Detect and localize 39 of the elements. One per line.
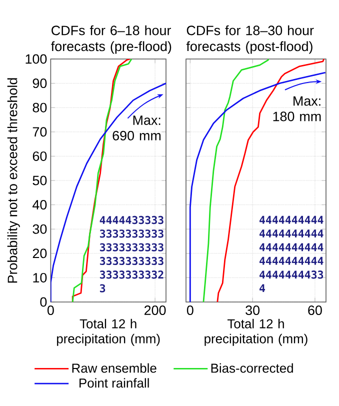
annotation: 4444444444 bbox=[259, 230, 324, 238]
legend-label: Point rainfall bbox=[79, 378, 149, 388]
y-tick-label: 80 bbox=[32, 102, 46, 112]
annotation: 4 bbox=[259, 284, 265, 292]
x-tick-label: 0 bbox=[47, 306, 54, 316]
annotation: 4444444433 bbox=[259, 270, 323, 279]
annotation: 3333333332 bbox=[100, 270, 164, 279]
y-tick-label: 0 bbox=[40, 297, 46, 307]
x-axis-title: Total 12 h precipitation (mm) bbox=[204, 318, 308, 346]
x-axis-title: Total 12 h precipitation (mm) bbox=[56, 318, 160, 346]
y-tick-label: 100 bbox=[26, 54, 46, 64]
y-axis-title: Probability not to exceed threshold bbox=[7, 78, 20, 283]
legend-label: Bias-corrected bbox=[211, 363, 293, 373]
y-tick-label: 60 bbox=[32, 151, 46, 161]
annotation: 4444433333 bbox=[100, 216, 164, 224]
annotation: Max: 180 mm bbox=[273, 96, 321, 122]
y-tick-label: 30 bbox=[32, 224, 46, 234]
annotation: 4444444444 bbox=[259, 243, 324, 252]
y-tick-label: 20 bbox=[32, 248, 46, 258]
y-tick-label: 40 bbox=[32, 200, 46, 210]
annotation: Max: 690 mm bbox=[112, 116, 160, 140]
x-tick-label: 200 bbox=[144, 306, 166, 316]
y-tick-label: 90 bbox=[32, 78, 46, 88]
annotation: 3333333333 bbox=[100, 230, 164, 238]
x-tick-label: 60 bbox=[308, 306, 322, 316]
y-tick-label: 70 bbox=[32, 127, 46, 137]
y-tick-label: 10 bbox=[33, 272, 46, 282]
chart-title: CDFs for 6–18 hour forecasts (pre-flood) bbox=[50, 25, 171, 54]
annotation: 3333333333 bbox=[100, 243, 164, 252]
chart-title: CDFs for 18–30 hour forecasts (post-flood) bbox=[186, 25, 314, 54]
legend-label: Raw ensemble bbox=[72, 363, 156, 373]
y-tick-label: 50 bbox=[32, 176, 46, 186]
x-tick-label: 30 bbox=[245, 306, 260, 316]
annotation: 3333333333 bbox=[100, 256, 164, 266]
annotation: 3 bbox=[100, 284, 105, 292]
annotation: 4444444444 bbox=[259, 216, 324, 224]
x-tick-label: 0 bbox=[186, 306, 194, 316]
annotation: 4444444444 bbox=[259, 256, 324, 265]
line-series bbox=[50, 82, 166, 302]
